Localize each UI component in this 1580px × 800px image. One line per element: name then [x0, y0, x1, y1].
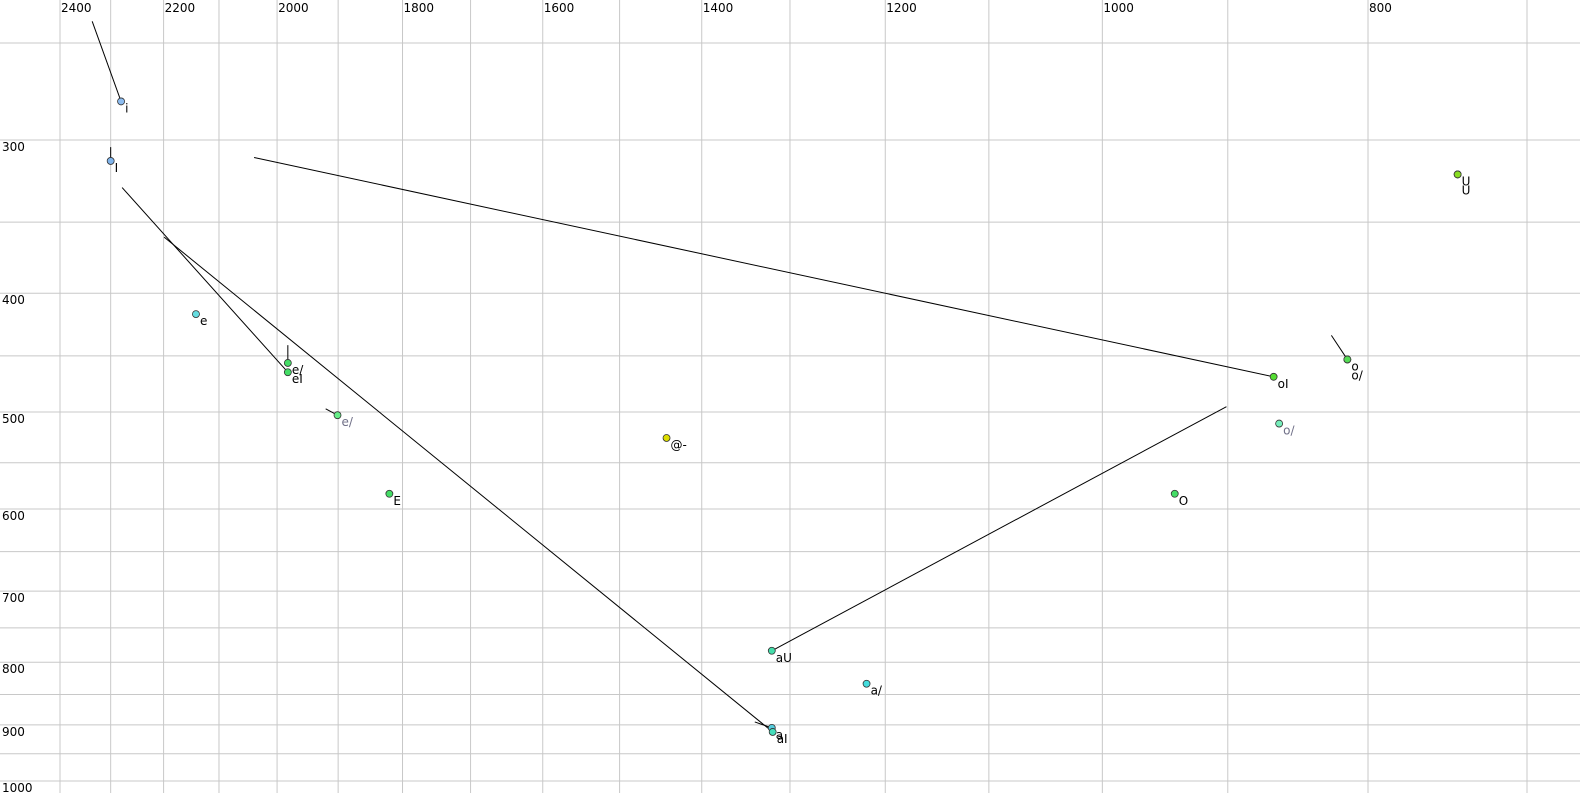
y-tick-label: 900 — [2, 725, 25, 739]
vowel-point — [106, 157, 115, 165]
trajectory — [771, 406, 1227, 652]
x-tick-label: 1200 — [886, 1, 917, 15]
x-tick-label: 2200 — [165, 1, 196, 15]
vowel-label: a/ — [871, 684, 883, 698]
x-tick-label: 1600 — [544, 1, 575, 15]
vowel-point — [662, 434, 671, 442]
vowel-label: I — [115, 161, 119, 175]
trajectory — [121, 187, 289, 373]
vowel-point — [767, 646, 776, 655]
vowel-label: oI — [1278, 377, 1289, 391]
y-tick-label: 800 — [2, 662, 25, 676]
vowel-label: U — [1462, 183, 1471, 197]
x-tick-label: 1400 — [703, 1, 734, 15]
vowel-point — [385, 489, 394, 498]
vowel-label: e/ — [342, 415, 354, 429]
vowel-point — [283, 368, 292, 377]
x-tick-label: 1000 — [1103, 1, 1134, 15]
y-tick-label: 700 — [2, 591, 25, 605]
vowel-label: @- — [671, 438, 687, 452]
vowel-point — [1275, 419, 1284, 428]
y-tick-label: 600 — [2, 509, 25, 523]
vowel-label: e — [200, 314, 207, 328]
vowel-point — [1269, 372, 1278, 381]
vowel-point — [333, 411, 342, 420]
vowel-point — [862, 679, 871, 688]
vowel-point — [768, 728, 777, 736]
trajectory — [253, 157, 1274, 378]
vowel-label: o/ — [1283, 424, 1295, 438]
vowel-label: a — [776, 728, 783, 742]
y-tick-label: 400 — [2, 293, 25, 307]
vowel-label: U — [1462, 174, 1471, 188]
x-tick-label: 2400 — [61, 1, 92, 15]
vowel-label: aU — [776, 651, 792, 665]
vowel-point — [192, 310, 200, 318]
y-tick-label: 500 — [2, 412, 25, 426]
y-tick-label: 300 — [2, 140, 25, 154]
x-tick-label: 800 — [1369, 1, 1392, 15]
trajectory — [1330, 335, 1348, 360]
trajectory — [163, 236, 774, 733]
y-tick-label: 1000 — [2, 781, 33, 795]
x-tick-label: 2000 — [278, 1, 309, 15]
vowel-point — [117, 97, 125, 106]
vowel-label: o/ — [1351, 368, 1363, 382]
vowel-point — [283, 359, 292, 367]
trajectory — [91, 21, 122, 102]
vowel-label: E — [393, 494, 401, 508]
vowel-point — [1343, 355, 1352, 364]
vowel-label: e/ — [292, 363, 304, 377]
vowel-label: i — [125, 101, 128, 115]
vowel-point — [1170, 489, 1179, 498]
vowel-label: o — [1351, 359, 1358, 373]
x-tick-label: 1800 — [404, 1, 435, 15]
vowel-point — [1453, 170, 1462, 179]
vowel-label: aI — [777, 732, 788, 746]
vowel-label: O — [1179, 494, 1188, 508]
vowel-label: eI — [292, 372, 303, 386]
